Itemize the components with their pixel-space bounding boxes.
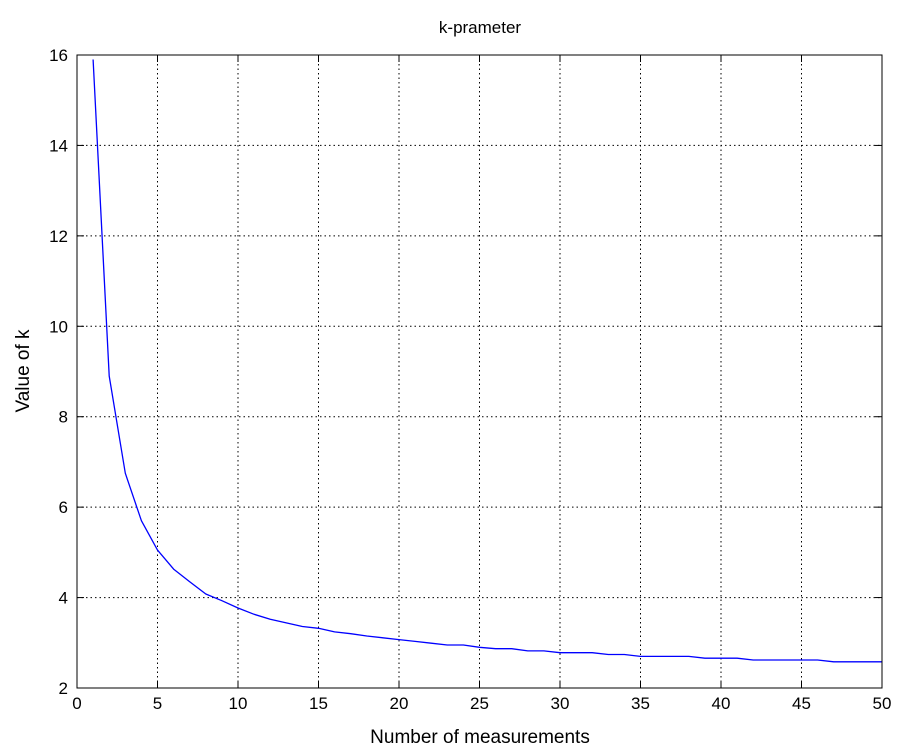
tick-marks — [76, 54, 883, 689]
x-tick-label: 25 — [470, 694, 489, 713]
y-axis-label: Value of k — [13, 329, 34, 413]
x-tick-label: 50 — [873, 694, 892, 713]
x-tick-label: 0 — [72, 694, 81, 713]
x-tick-label: 10 — [229, 694, 248, 713]
y-tick-label: 2 — [59, 679, 68, 698]
x-tick-label: 30 — [551, 694, 570, 713]
y-tick-labels: 2 4 6 8 10 12 14 16 — [49, 46, 68, 698]
chart-title: k-prameter — [439, 18, 522, 37]
x-tick-label: 5 — [153, 694, 162, 713]
y-tick-label: 10 — [49, 317, 68, 336]
x-tick-label: 15 — [309, 694, 328, 713]
y-tick-label: 16 — [49, 46, 68, 65]
y-tick-label: 4 — [59, 589, 68, 608]
series-layer — [92, 59, 882, 663]
x-tick-label: 35 — [631, 694, 650, 713]
series-line-0 — [92, 59, 882, 663]
grid-lines — [77, 55, 882, 688]
x-tick-label: 40 — [712, 694, 731, 713]
y-tick-label: 14 — [49, 136, 68, 155]
y-tick-label: 6 — [59, 498, 68, 517]
y-tick-label: 8 — [59, 408, 68, 427]
x-tick-label: 20 — [390, 694, 409, 713]
y-tick-label: 12 — [49, 227, 68, 246]
x-tick-labels: 0 5 10 15 20 25 30 35 40 45 50 — [72, 694, 891, 713]
x-axis-label: Number of measurements — [370, 727, 590, 748]
x-tick-label: 45 — [792, 694, 811, 713]
